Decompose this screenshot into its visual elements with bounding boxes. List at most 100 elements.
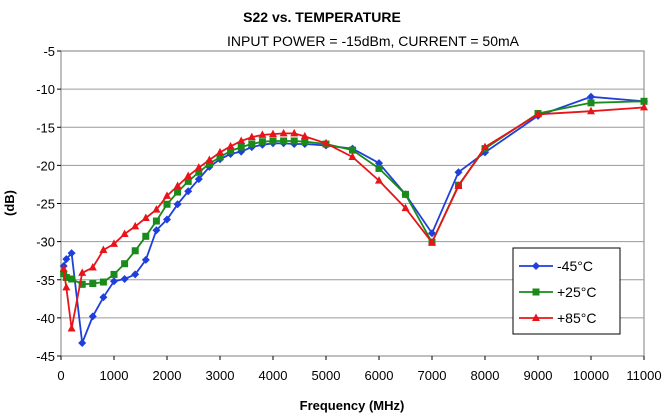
data-point bbox=[141, 213, 150, 221]
legend-item: -45°C bbox=[519, 258, 593, 274]
data-point bbox=[195, 168, 203, 176]
data-point bbox=[402, 190, 409, 198]
legend-marker bbox=[532, 262, 540, 270]
data-point bbox=[401, 203, 410, 212]
legend-marker bbox=[532, 288, 540, 296]
data-point bbox=[110, 270, 118, 278]
x-tick-label: 0 bbox=[57, 368, 64, 383]
x-tick-label: 8000 bbox=[471, 368, 500, 383]
data-point bbox=[173, 200, 182, 209]
data-point bbox=[248, 140, 256, 148]
y-tick-label: -30 bbox=[36, 235, 55, 250]
data-point bbox=[110, 277, 118, 286]
data-point bbox=[587, 92, 595, 101]
data-point bbox=[173, 181, 182, 189]
data-point bbox=[120, 229, 129, 237]
y-axis-ticks: -5 -10 -15 -20 -25 -30 -35 -40 -45 bbox=[36, 44, 61, 364]
data-point bbox=[62, 255, 71, 264]
legend-marker bbox=[532, 313, 540, 321]
series-2 bbox=[59, 102, 648, 332]
data-point bbox=[290, 128, 299, 137]
x-tick-label: 7000 bbox=[418, 368, 447, 383]
x-tick-label: 3000 bbox=[206, 368, 235, 383]
data-point bbox=[205, 155, 214, 164]
data-point bbox=[184, 177, 192, 185]
data-point bbox=[99, 293, 108, 302]
data-point bbox=[205, 160, 213, 168]
data-point bbox=[152, 205, 161, 213]
data-point bbox=[640, 102, 648, 111]
chart-subtitle: INPUT POWER = -15dBm, CURRENT = 50mA bbox=[227, 33, 520, 49]
y-tick-label: -45 bbox=[36, 349, 55, 364]
data-point bbox=[184, 171, 193, 180]
series-layer bbox=[59, 92, 648, 348]
legend-item: +85°C bbox=[519, 310, 596, 326]
data-point bbox=[258, 130, 267, 138]
x-tick-label: 1000 bbox=[100, 368, 129, 383]
y-tick-label: -5 bbox=[43, 44, 55, 59]
data-point bbox=[174, 188, 182, 196]
data-point bbox=[62, 273, 70, 281]
data-point bbox=[481, 142, 489, 151]
x-axis-label: Frequency (MHz) bbox=[300, 398, 405, 413]
data-point bbox=[375, 176, 383, 184]
data-point bbox=[184, 187, 193, 196]
series-1 bbox=[60, 97, 648, 288]
data-point bbox=[375, 164, 383, 172]
data-point bbox=[290, 137, 298, 145]
data-point bbox=[454, 168, 463, 177]
data-point bbox=[99, 278, 107, 286]
y-axis-label: (dB) bbox=[2, 190, 17, 216]
x-tick-label: 4000 bbox=[259, 368, 288, 383]
data-point bbox=[279, 128, 288, 137]
x-tick-label: 6000 bbox=[365, 368, 394, 383]
data-point bbox=[142, 232, 150, 240]
data-point bbox=[78, 339, 87, 348]
data-point bbox=[121, 260, 129, 268]
data-point bbox=[88, 312, 97, 321]
legend-label: -45°C bbox=[557, 258, 593, 274]
x-tick-label: 2000 bbox=[153, 368, 182, 383]
data-point bbox=[237, 136, 246, 144]
data-point bbox=[131, 270, 140, 279]
y-tick-label: -15 bbox=[36, 120, 55, 135]
y-tick-label: -25 bbox=[36, 197, 55, 212]
x-tick-label: 11000 bbox=[626, 368, 661, 383]
data-point bbox=[454, 181, 463, 189]
data-point bbox=[152, 217, 160, 225]
data-point bbox=[258, 138, 266, 146]
data-point bbox=[120, 274, 129, 283]
y-tick-label: -40 bbox=[36, 311, 55, 326]
legend-label: +25°C bbox=[557, 284, 596, 300]
data-point bbox=[78, 280, 86, 288]
data-point bbox=[237, 143, 245, 151]
y-tick-label: -35 bbox=[36, 273, 55, 288]
data-point bbox=[428, 237, 436, 246]
legend-label: +85°C bbox=[557, 310, 596, 326]
x-tick-label: 10000 bbox=[573, 368, 609, 383]
data-point bbox=[141, 255, 150, 264]
data-point bbox=[110, 239, 118, 247]
data-point bbox=[131, 221, 140, 230]
data-point bbox=[89, 280, 97, 288]
data-point bbox=[88, 263, 97, 271]
data-point bbox=[67, 249, 76, 258]
data-point bbox=[226, 141, 235, 150]
data-point bbox=[194, 163, 203, 171]
legend-item: +25°C bbox=[519, 284, 596, 300]
data-point bbox=[587, 106, 595, 115]
data-point bbox=[301, 138, 309, 146]
data-point bbox=[216, 153, 224, 161]
data-point bbox=[194, 175, 203, 184]
x-axis-ticks: 0 1000 2000 3000 4000 5000 6000 7000 8000 9000 100… bbox=[57, 356, 662, 383]
legend-box bbox=[512, 247, 621, 335]
data-point bbox=[300, 131, 309, 140]
data-point bbox=[78, 268, 87, 276]
data-point bbox=[247, 132, 256, 141]
chart-title: S22 vs. TEMPERATURE bbox=[243, 9, 401, 25]
data-point bbox=[216, 147, 224, 156]
y-tick-label: -20 bbox=[36, 158, 55, 173]
data-point bbox=[534, 109, 542, 118]
x-tick-label: 5000 bbox=[312, 368, 341, 383]
legend-items: -45°C +25°C +85°C bbox=[519, 258, 596, 326]
